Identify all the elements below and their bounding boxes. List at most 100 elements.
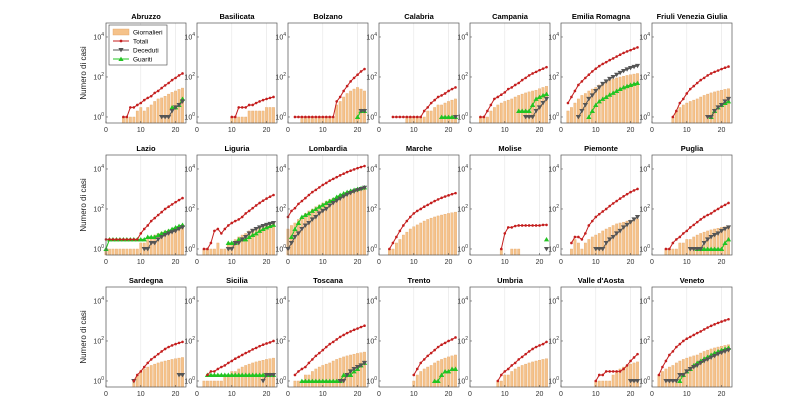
deceduti-point	[708, 234, 714, 240]
daily-bar	[272, 221, 275, 256]
totali-point	[352, 328, 356, 332]
daily-bar	[304, 213, 307, 256]
x-tick-label: 10	[137, 391, 145, 398]
deceduti-point	[330, 200, 336, 206]
daily-bar	[352, 88, 356, 124]
y-tick-label: 100	[639, 376, 650, 386]
daily-bar	[422, 368, 426, 388]
daily-bar	[513, 248, 517, 256]
daily-bar	[395, 242, 398, 256]
totali-point	[443, 195, 447, 198]
y-tick-label: 104	[184, 32, 195, 42]
deceduti-point	[715, 231, 721, 236]
x-tick-label: 10	[137, 127, 145, 134]
totali-point	[524, 224, 527, 227]
y-tick-label: 100	[184, 244, 195, 254]
deceduti-point	[715, 352, 721, 357]
guariti-point	[530, 102, 536, 107]
axes-box	[287, 154, 369, 256]
totali-point	[682, 232, 685, 235]
deceduti-point	[586, 96, 592, 102]
y-tick-label: 102	[93, 72, 104, 82]
deceduti-point	[361, 185, 368, 191]
daily-bar	[261, 110, 265, 124]
totali-point	[524, 76, 527, 80]
panel-title: Sardegna	[129, 276, 164, 285]
deceduti-point	[600, 246, 606, 252]
y-tick-label: 102	[366, 204, 377, 214]
totali-point	[206, 247, 209, 251]
panel-sicilia: Sicilia01020100102104Giorni	[184, 276, 278, 398]
deceduti-point	[176, 226, 182, 232]
guariti-point	[634, 80, 641, 85]
guariti-point	[316, 204, 322, 209]
y-axis-label: Numero di casi	[79, 178, 88, 232]
guariti-point	[334, 194, 340, 199]
daily-bar	[566, 110, 570, 124]
totali-point	[713, 70, 716, 74]
guariti-point	[449, 366, 455, 371]
totali-point	[534, 70, 538, 74]
daily-bar	[496, 104, 500, 124]
guariti-point	[306, 378, 312, 383]
deceduti-point	[705, 357, 711, 362]
deceduti-point	[596, 246, 602, 252]
x-tick-label: 20	[445, 391, 453, 398]
daily-bar	[415, 374, 419, 388]
daily-bar	[506, 99, 510, 124]
guariti-point	[621, 85, 627, 90]
totali-point	[709, 212, 713, 215]
daily-bar	[499, 102, 503, 124]
daily-bar	[443, 102, 447, 124]
totali-point	[115, 238, 118, 241]
totali-point	[503, 232, 507, 235]
daily-bar	[174, 358, 177, 388]
daily-bar	[146, 366, 150, 388]
y-tick-label: 104	[548, 296, 559, 306]
guariti-point	[543, 237, 550, 242]
totali-point	[534, 224, 538, 227]
daily-bar	[237, 368, 241, 388]
totali-point	[454, 86, 457, 89]
deceduti-point	[526, 114, 532, 120]
totali-point	[531, 72, 534, 75]
guariti-point	[232, 372, 238, 377]
legend-label: Guariti	[133, 56, 152, 63]
x-tick-label: 20	[536, 259, 544, 266]
x-tick-label: 10	[501, 259, 509, 266]
deceduti-point	[337, 196, 343, 202]
totali-point	[454, 336, 457, 339]
daily-bar	[611, 78, 615, 124]
totali-point	[237, 106, 241, 109]
daily-bar	[604, 81, 608, 124]
y-tick-label: 102	[275, 72, 286, 82]
guariti-point	[299, 214, 305, 219]
daily-bar	[156, 98, 160, 124]
x-tick-label: 20	[354, 391, 362, 398]
daily-bar	[135, 248, 139, 256]
totali-point	[293, 206, 297, 210]
daily-bar	[597, 84, 601, 124]
x-tick-label: 20	[536, 127, 544, 134]
deceduti-point	[687, 246, 693, 252]
legend-marker-totali	[119, 39, 123, 43]
totali-point	[489, 103, 493, 107]
deceduti-point	[677, 372, 683, 378]
totali-point	[422, 205, 426, 209]
daily-bar	[601, 230, 605, 256]
totali-point	[307, 115, 311, 119]
axes-box	[469, 154, 551, 256]
daily-bar	[307, 210, 311, 256]
daily-bar	[181, 357, 184, 388]
daily-bar	[412, 226, 416, 256]
guariti-point	[253, 372, 259, 377]
guariti-point	[337, 192, 343, 197]
totali-point	[213, 229, 216, 233]
guariti-point	[334, 378, 340, 383]
deceduti-point	[166, 231, 172, 236]
deceduti-line	[262, 374, 274, 382]
y-tick-label: 100	[184, 112, 195, 122]
guariti-point	[610, 90, 616, 95]
totali-point	[629, 359, 632, 363]
totali-point	[527, 350, 531, 353]
